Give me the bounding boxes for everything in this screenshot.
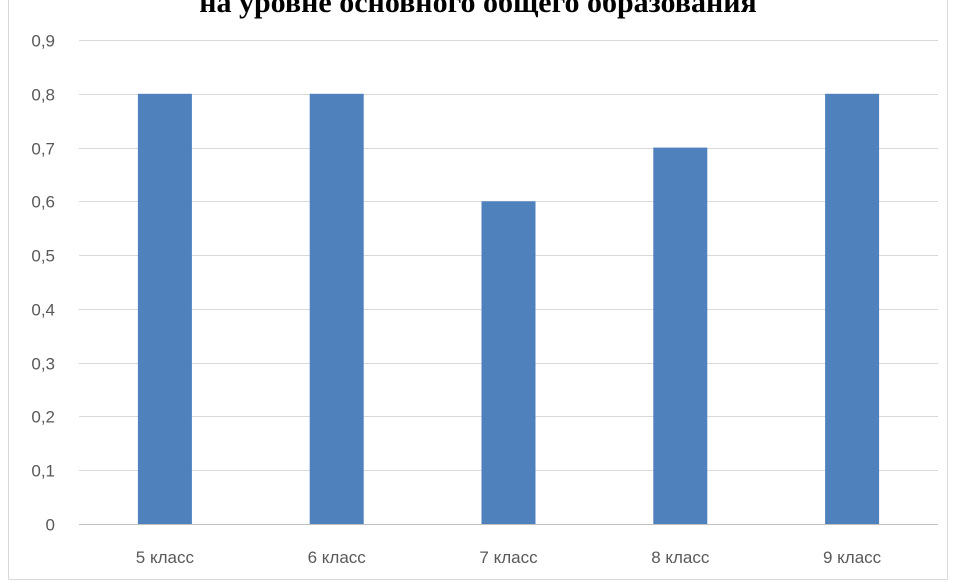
y-tick-label: 0,9 [31,32,55,51]
y-tick-label: 0,3 [31,355,55,374]
y-tick-label: 0,7 [31,140,55,159]
bar [825,93,880,525]
y-tick-label: 0,5 [31,247,55,266]
y-tick-labels: 0 0,1 0,2 0,3 0,4 0,5 0,6 0,7 0,8 0,9 [31,32,55,535]
bar [481,201,536,525]
y-tick-label: 0,2 [31,408,55,427]
bar [653,147,708,524]
x-tick-label: 5 класс [136,548,195,567]
x-tick-label: 9 класс [823,548,882,567]
bar [309,93,364,525]
x-tick-labels: 5 класс 6 класс 7 класс 8 класс 9 класс [136,548,882,567]
y-tick-label: 0,6 [31,193,55,212]
x-tick-label: 7 класс [479,548,538,567]
x-tick-label: 6 класс [308,548,367,567]
chart-title: на уровне основного общего образования [199,0,757,19]
y-tick-label: 0 [46,516,55,535]
x-tick-label: 8 класс [651,548,710,567]
y-tick-label: 0,1 [31,462,55,481]
y-tick-label: 0,8 [31,86,55,105]
bar [137,93,192,525]
bars [137,93,880,525]
y-tick-label: 0,4 [31,301,55,320]
